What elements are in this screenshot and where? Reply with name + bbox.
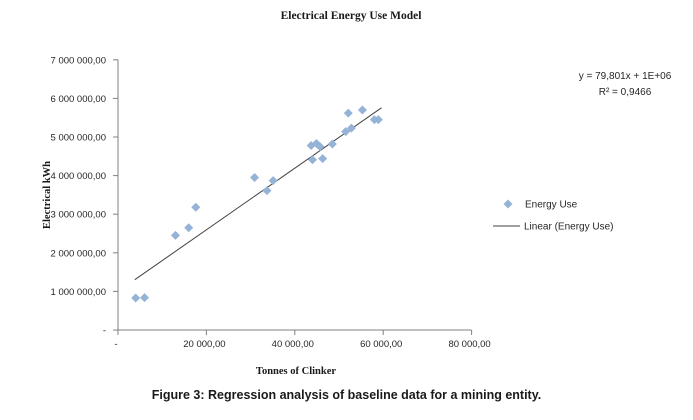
chart-title: Electrical Energy Use Model: [281, 10, 422, 22]
figure-caption: Figure 3: Regression analysis of baselin…: [151, 388, 542, 402]
plot-area: - 1 000 000,00 2 000 000,00 3 000 000,00 4 0…: [51, 55, 491, 350]
data-point-diamond: [250, 173, 260, 183]
legend-label-energy-use: Energy Use: [525, 200, 578, 211]
data-point-diamond: [262, 186, 272, 196]
x-tick-label: 40 000,00: [272, 339, 314, 350]
data-point-diamond: [373, 115, 383, 125]
legend-marker-diamond-icon: [503, 199, 513, 209]
data-point-diamond: [184, 223, 194, 233]
y-tick-label: 5 000 000,00: [51, 133, 106, 144]
x-tick-label: 80 000,00: [448, 339, 490, 350]
data-point-diamond: [346, 123, 356, 133]
y-tick-label: 2 000 000,00: [51, 248, 106, 259]
y-tick-label: 6 000 000,00: [51, 94, 106, 105]
y-tick-label: 4 000 000,00: [51, 171, 106, 182]
y-tick-label: 7 000 000,00: [51, 55, 106, 66]
data-point-diamond: [315, 142, 325, 152]
x-tick-label: 20 000,00: [183, 339, 225, 350]
y-tick-label: 1 000 000,00: [51, 287, 106, 298]
y-axis-title: Electrical kWh: [42, 161, 53, 229]
axis-lines: [117, 59, 472, 331]
legend-label-linear: Linear (Energy Use): [524, 222, 613, 233]
data-point-diamond: [191, 202, 201, 212]
y-tick-label: 3 000 000,00: [51, 210, 106, 221]
data-point-diamond: [343, 108, 353, 118]
trendline: [134, 107, 382, 281]
data-point-diamond: [357, 105, 367, 115]
data-point-diamond: [170, 230, 180, 240]
y-tick-label: -: [103, 326, 106, 337]
r-squared-label: R² = 0,9466: [599, 87, 652, 98]
data-point-diamond: [140, 293, 150, 303]
x-tick-label: -: [114, 339, 117, 350]
legend: Energy Use Linear (Energy Use): [493, 199, 613, 233]
x-axis-title: Tonnes of Clinker: [256, 366, 336, 377]
data-point-diamond: [318, 154, 328, 164]
scatter-chart: Electrical Energy Use Model y = 79,801x …: [42, 10, 672, 377]
trendline-equation-label: y = 79,801x + 1E+06: [579, 71, 672, 82]
x-tick-label: 60 000,00: [360, 339, 402, 350]
data-point-diamond: [327, 139, 337, 149]
data-point-diamond: [341, 127, 351, 137]
data-point-diamond: [307, 155, 317, 165]
data-point-diamond: [268, 176, 278, 186]
data-point-diamond: [131, 293, 141, 303]
